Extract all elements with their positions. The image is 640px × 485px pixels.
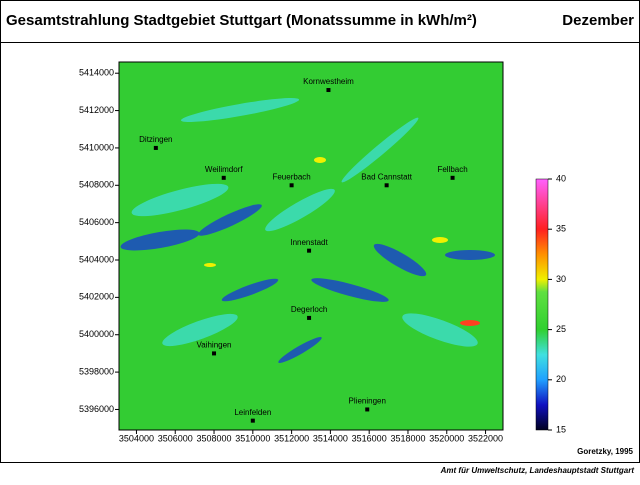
colorbar: 15 20 25 30 35 40 <box>535 173 566 434</box>
y-tick-label: 5396000 <box>79 404 114 414</box>
footer: Amt für Umweltschutz, Landeshauptstadt S… <box>440 466 635 475</box>
place-label: Weilimdorf <box>205 165 243 174</box>
colorbar-scale <box>535 178 549 431</box>
place-marker <box>384 183 389 188</box>
x-tick-label: 3522000 <box>468 433 503 443</box>
y-tick-label: 5398000 <box>79 366 114 376</box>
map: Kornwestheim Ditzingen Weilimdorf Feuerbach… <box>118 61 504 431</box>
place-marker <box>326 88 331 93</box>
map-texture <box>120 204 495 363</box>
place-marker <box>221 175 226 180</box>
place-label: Bad Cannstatt <box>361 172 412 181</box>
title: Gesamtstrahlung Stadtgebiet Stuttgart (M… <box>6 12 477 29</box>
place-label: Fellbach <box>437 165 467 174</box>
y-tick-label: 5408000 <box>79 180 114 190</box>
colorbar-tick-label: 20 <box>556 374 566 384</box>
colorbar-tick-label: 40 <box>556 173 566 183</box>
colorbar-tick-label: 25 <box>556 324 566 334</box>
y-tick-label: 5410000 <box>79 142 114 152</box>
map-raster <box>119 62 503 430</box>
map-frame <box>118 61 504 431</box>
x-tick-label: 3516000 <box>352 433 387 443</box>
x-tick-label: 3504000 <box>119 433 154 443</box>
colorbar-tick-label: 30 <box>556 274 566 284</box>
y-tick-label: 5406000 <box>79 217 114 227</box>
colorbar-tick-label: 35 <box>556 224 566 234</box>
map-texture <box>204 157 480 326</box>
place-marker <box>450 175 455 180</box>
map-texture <box>131 98 478 347</box>
place-marker <box>212 351 217 356</box>
place-marker <box>365 407 370 412</box>
x-tick-label: 3508000 <box>197 433 232 443</box>
y-tick-label: 5414000 <box>79 68 114 78</box>
place-marker <box>307 315 312 320</box>
place-label: Plieningen <box>349 397 386 406</box>
y-tick-label: 5400000 <box>79 329 114 339</box>
place-label: Innenstadt <box>290 238 328 247</box>
colorbar-tick-label: 15 <box>556 424 566 434</box>
place-label: Degerloch <box>291 305 327 314</box>
place-label: Leinfelden <box>234 408 271 417</box>
x-tick-label: 3512000 <box>274 433 309 443</box>
title-bar <box>0 0 640 43</box>
place-marker <box>289 183 294 188</box>
place-label: Feuerbach <box>272 172 310 181</box>
x-tick-label: 3510000 <box>235 433 270 443</box>
y-tick-label: 5402000 <box>79 292 114 302</box>
credit: Goretzky, 1995 <box>577 447 633 456</box>
x-tick-label: 3514000 <box>313 433 348 443</box>
place-marker <box>250 418 255 423</box>
x-tick-label: 3506000 <box>158 433 193 443</box>
month: Dezember <box>562 12 634 29</box>
x-tick-label: 3518000 <box>390 433 425 443</box>
y-tick-label: 5404000 <box>79 254 114 264</box>
place-marker <box>307 248 312 253</box>
place-label: Ditzingen <box>139 135 172 144</box>
y-tick-label: 5412000 <box>79 105 114 115</box>
place-label: Vaihingen <box>197 341 232 350</box>
x-tick-label: 3520000 <box>429 433 464 443</box>
place-marker <box>153 145 158 150</box>
place-label: Kornwestheim <box>303 77 354 86</box>
